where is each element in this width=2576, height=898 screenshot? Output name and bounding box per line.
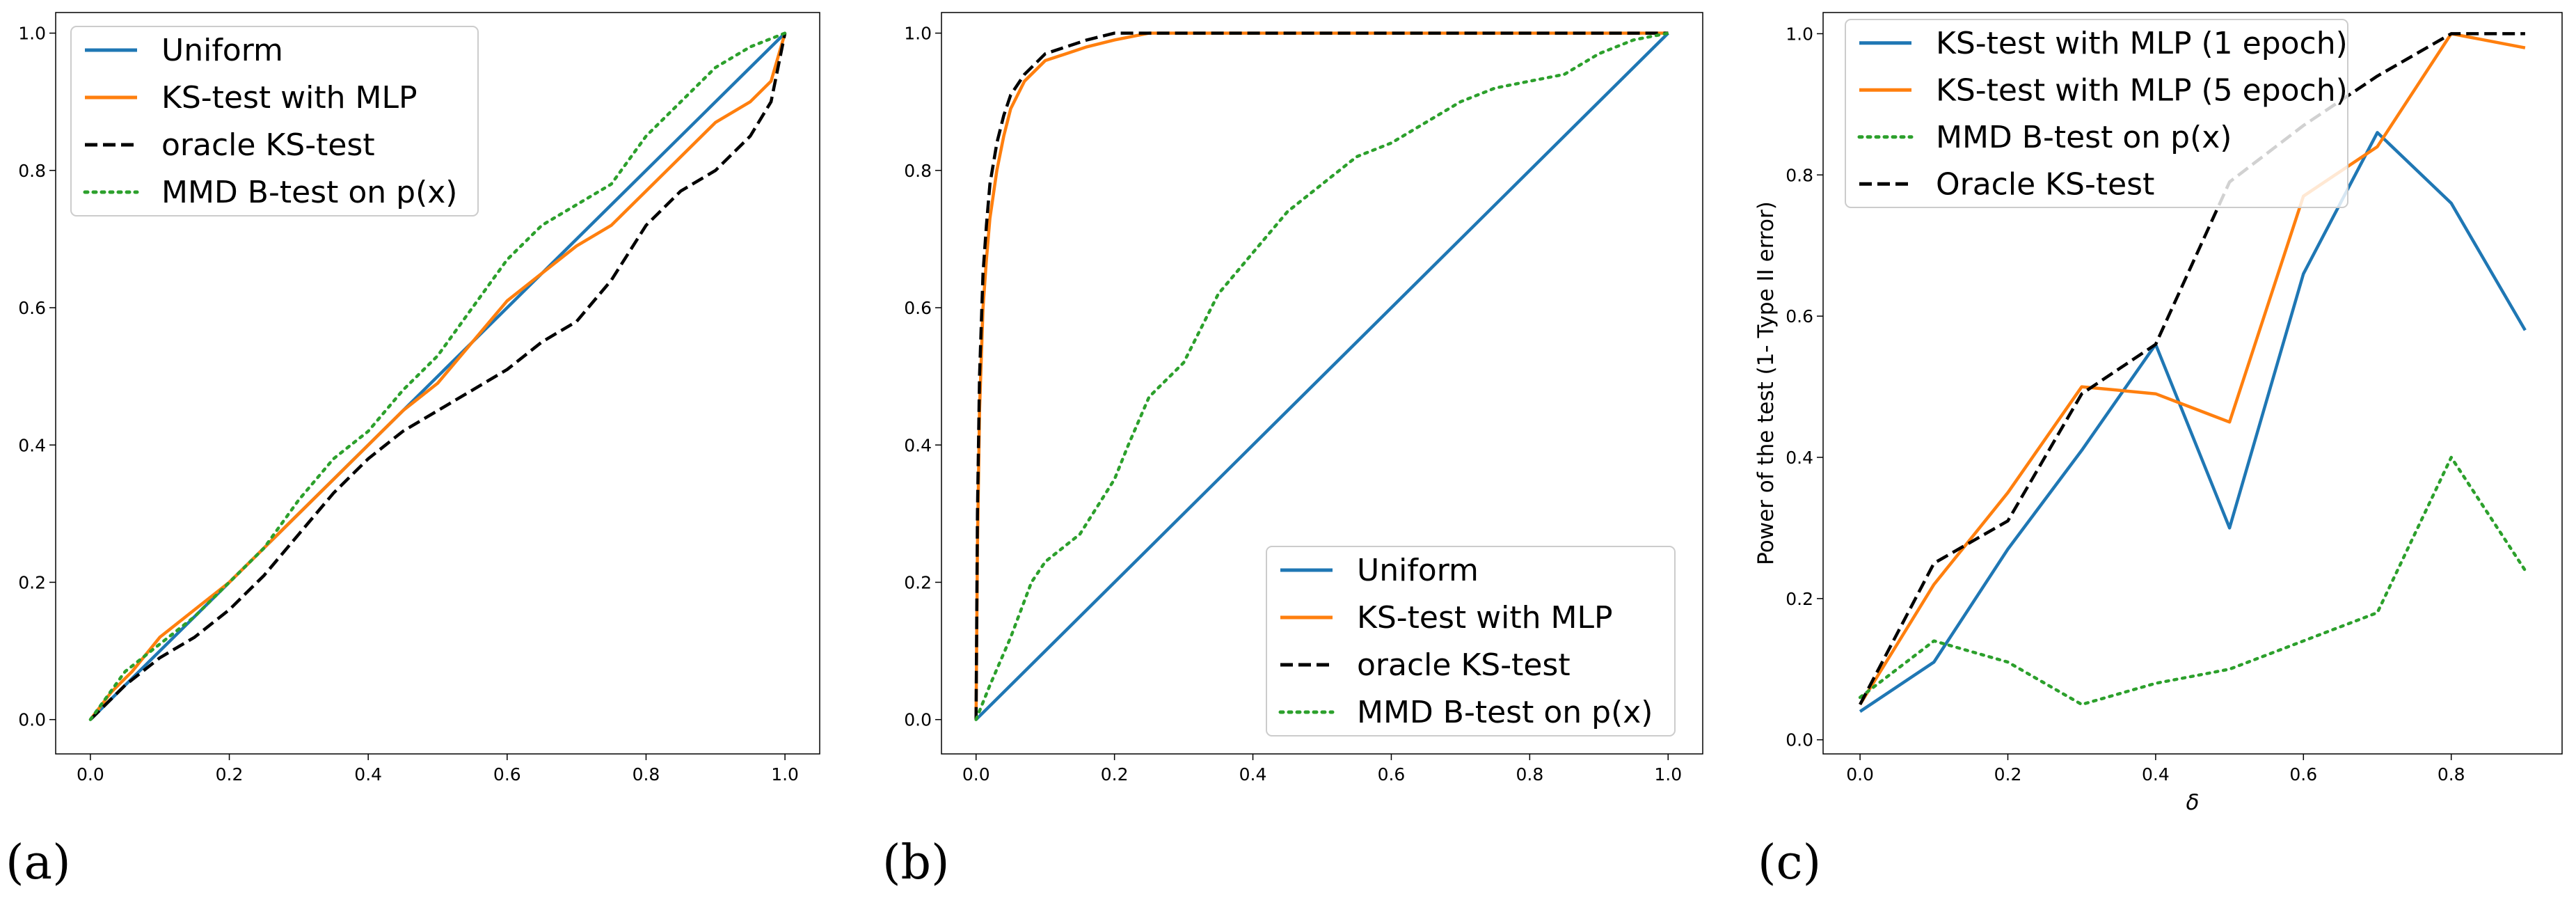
y-tick-label: 0.0: [904, 710, 932, 730]
legend: KS-test with MLP (1 epoch) KS-test with M…: [1845, 19, 2348, 208]
legend: Uniform KS-test with MLP oracle KS-test MMD…: [70, 26, 479, 216]
series-line-ks-test-with-mlp-1-epoch: [1859, 131, 2527, 713]
legend-label: oracle KS-test: [1357, 647, 1571, 683]
legend-label: MMD B-test on p(x): [1357, 695, 1653, 730]
y-tick-label: 0.8: [1786, 165, 1813, 185]
series-line-mmd-b-test-on-p-x: [1858, 455, 2527, 707]
x-tick-label: 0.2: [1101, 764, 1129, 785]
x-tick-label: 0.2: [216, 764, 244, 785]
series-line-uniform: [975, 32, 1669, 721]
x-tick-label: 0.0: [1846, 764, 1874, 785]
plot-area: [1858, 32, 2527, 713]
legend-box: [70, 26, 479, 216]
panel-label: (b): [882, 835, 950, 890]
legend-box: [1266, 546, 1676, 736]
panel-a: 0.0 0.2 0.4 0.6 0.8 1.0 0.0 0.2 0.4 0.6 0.8 1.0 Unif…: [6, 12, 820, 890]
x-tick-label: 0.4: [2142, 764, 2170, 785]
y-tick-label: 0.2: [18, 572, 46, 592]
plot-area: [88, 31, 787, 721]
y-axis-label: Power of the test (1- Type II error): [1754, 201, 1779, 565]
x-tick-label: 0.6: [1378, 764, 1406, 785]
series-line-oracle-ks-test: [89, 33, 787, 721]
series-line-ks-test-with-mlp: [89, 32, 787, 721]
legend-label: Uniform: [1357, 553, 1479, 588]
y-tick-label: 0.6: [904, 298, 932, 318]
series-line-oracle-ks-test: [1859, 32, 2525, 706]
x-tick-label: 0.2: [1994, 764, 2022, 785]
y-tick-label: 0.2: [904, 572, 932, 592]
legend-label: Uniform: [161, 33, 283, 68]
y-tick-label: 0.8: [904, 161, 932, 181]
y-tick-label: 1.0: [1786, 24, 1813, 44]
axes-frame: [55, 12, 820, 755]
series-line-mmd-b-test-on-p-x: [974, 31, 1670, 721]
y-tick-label: 1.0: [18, 24, 46, 44]
y-tick-label: 0.0: [1786, 730, 1813, 750]
legend-label: KS-test with MLP (5 epoch): [1936, 72, 2348, 108]
x-tick-label: 0.4: [354, 764, 382, 785]
legend-label: oracle KS-test: [161, 127, 375, 163]
series-line-ks-test-with-mlp-5-epoch: [1859, 32, 2526, 706]
x-tick-label: 1.0: [771, 764, 799, 785]
x-tick-label: 0.0: [77, 764, 104, 785]
y-tick-label: 0.4: [1786, 448, 1813, 468]
series-line-mmd-b-test-on-p-x: [88, 31, 787, 721]
x-tick-label: 0.8: [633, 764, 660, 785]
panel-c: 0.0 0.2 0.4 0.6 0.8 0.0 0.2 0.4 0.6 0.8 1.0 δ Power …: [1754, 12, 2563, 890]
plot-area: [974, 31, 1670, 721]
legend-label: MMD B-test on p(x): [1936, 120, 2232, 155]
y-tick-label: 0.4: [18, 435, 46, 455]
legend-label: KS-test with MLP: [1357, 600, 1613, 636]
x-tick-label: 1.0: [1654, 764, 1682, 785]
series-line-ks-test-with-mlp: [974, 31, 1669, 720]
y-tick-label: 0.6: [1786, 306, 1813, 326]
series-line-uniform: [89, 31, 786, 721]
x-tick-label: 0.8: [2438, 764, 2465, 785]
x-tick-label: 0.0: [962, 764, 990, 785]
y-tick-label: 0.4: [904, 435, 932, 455]
panel-label: (a): [6, 835, 71, 890]
legend-label: MMD B-test on p(x): [161, 175, 457, 210]
legend: Uniform KS-test with MLP oracle KS-test MMD…: [1266, 546, 1676, 736]
y-tick-label: 0.8: [18, 161, 46, 181]
x-tick-label: 0.6: [2289, 764, 2317, 785]
panel-label: (c): [1758, 835, 1821, 890]
y-tick-label: 0.6: [18, 298, 46, 318]
series-line-oracle-ks-test: [974, 31, 1669, 720]
axes-frame: [1822, 12, 2563, 755]
y-tick-label: 0.0: [18, 710, 46, 730]
legend-box: [1845, 19, 2348, 208]
legend-label: Oracle KS-test: [1936, 166, 2154, 202]
x-tick-label: 0.6: [493, 764, 521, 785]
panel-b: 0.0 0.2 0.4 0.6 0.8 1.0 0.0 0.2 0.4 0.6 0.8 1.0 Unif…: [882, 12, 1703, 890]
y-tick-label: 1.0: [904, 24, 932, 44]
x-tick-label: 0.8: [1516, 764, 1543, 785]
legend-label: KS-test with MLP (1 epoch): [1936, 26, 2348, 61]
legend-label: KS-test with MLP: [161, 80, 418, 116]
x-tick-label: 0.4: [1239, 764, 1267, 785]
x-axis-label: δ: [2186, 790, 2200, 815]
y-tick-label: 0.2: [1786, 589, 1813, 609]
axes-frame: [941, 12, 1703, 755]
